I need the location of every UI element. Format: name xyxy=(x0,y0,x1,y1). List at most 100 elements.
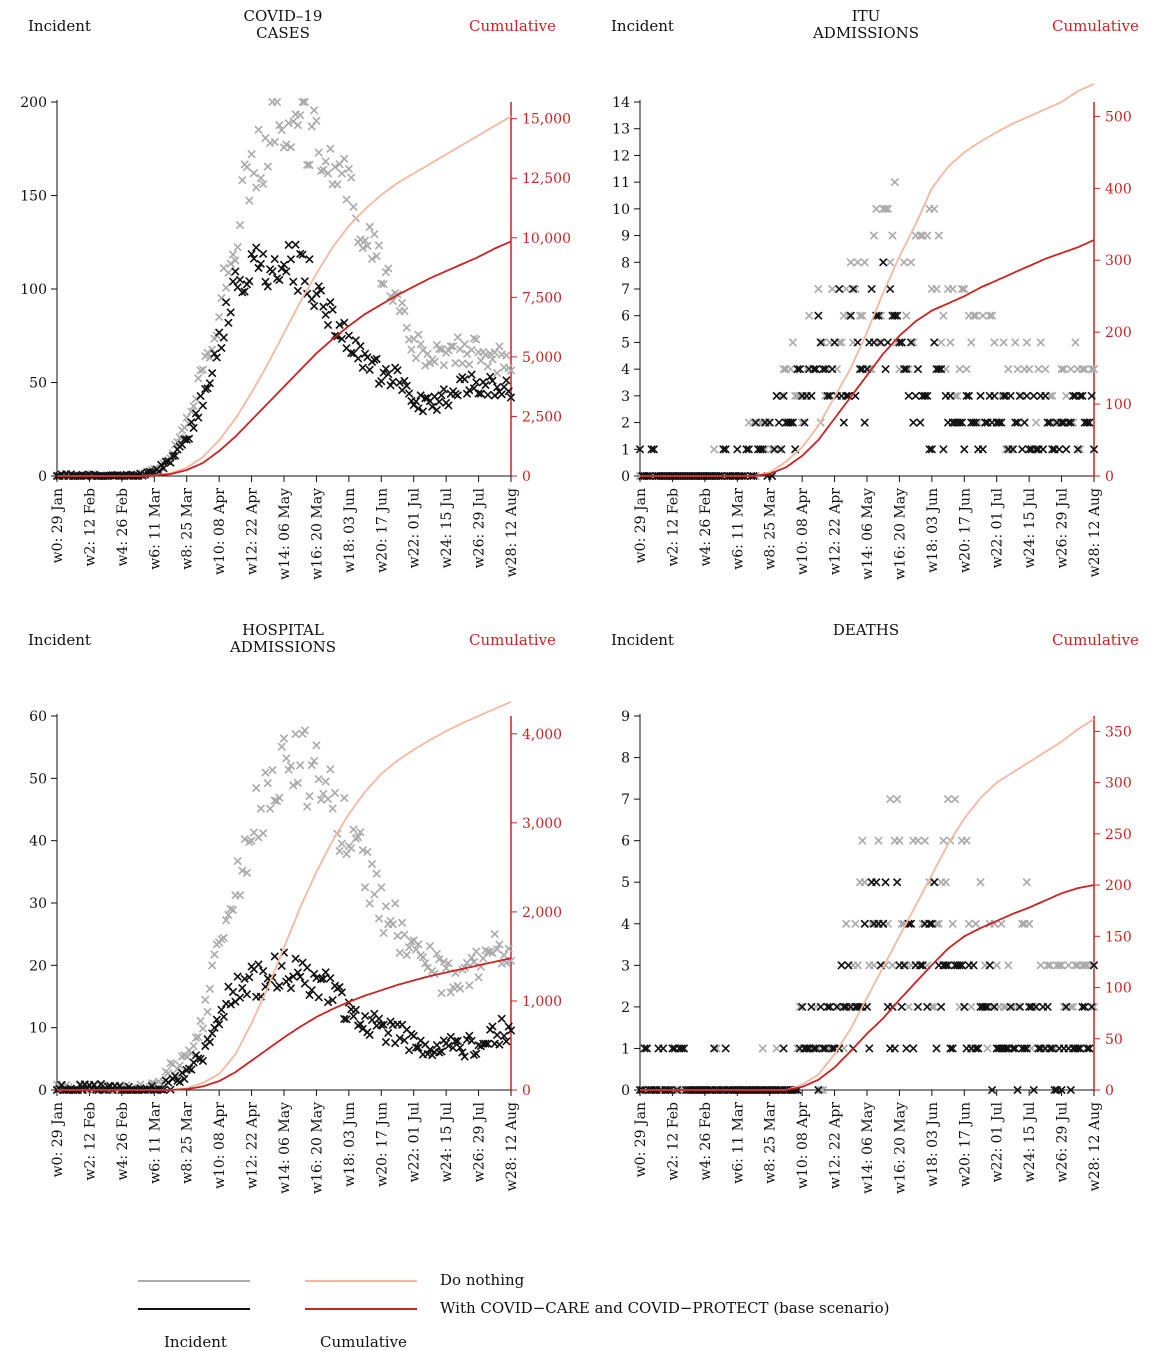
incident-marker xyxy=(774,418,784,427)
incident-marker xyxy=(865,1044,874,1053)
incident-marker xyxy=(502,376,511,385)
incident-marker xyxy=(918,919,927,928)
incident-marker xyxy=(455,1043,465,1052)
incident-marker xyxy=(228,905,238,915)
incident-marker xyxy=(381,1037,391,1047)
incident-marker xyxy=(1011,338,1020,347)
incident-marker xyxy=(173,438,182,447)
incident-marker xyxy=(474,389,483,398)
left-y-tick-label: 100 xyxy=(20,282,47,298)
incident-marker xyxy=(788,418,798,427)
incident-marker xyxy=(453,333,462,342)
incident-marker xyxy=(1055,445,1064,454)
left-y-tick-label: 2 xyxy=(621,1000,630,1016)
incident-marker xyxy=(286,143,296,152)
incident-marker xyxy=(1020,1044,1029,1053)
x-tick-label: w26: 29 Jul xyxy=(472,1101,488,1182)
left-axis-heading: Incident xyxy=(611,17,674,35)
x-tick-label: w10: 08 Apr xyxy=(795,488,811,575)
incident-marker xyxy=(263,162,272,171)
chart-title: HOSPITAL ADMISSIONS xyxy=(229,621,337,656)
right-y-tick-label: 2,500 xyxy=(522,409,562,425)
incident-marker xyxy=(964,919,974,928)
incident-marker xyxy=(319,974,328,984)
incident-marker xyxy=(240,834,249,844)
incident-marker xyxy=(888,961,897,970)
incident-marker xyxy=(356,1019,365,1029)
incident-marker xyxy=(1013,1085,1022,1095)
incident-marker xyxy=(962,364,971,374)
incident-marker xyxy=(358,243,367,253)
incident-marker xyxy=(1066,1085,1076,1095)
left-axis-heading: Incident xyxy=(28,631,91,649)
incident-marker xyxy=(425,941,435,951)
incident-marker xyxy=(969,311,978,320)
incident-marker xyxy=(300,277,310,286)
incident-marker xyxy=(1029,391,1038,401)
incident-marker xyxy=(749,418,758,427)
incident-marker xyxy=(879,919,888,928)
incident-marker xyxy=(245,196,254,205)
incident-marker xyxy=(960,445,969,454)
incident-marker xyxy=(349,825,358,834)
incident-marker xyxy=(407,345,416,354)
x-tick-label: w4: 26 Feb xyxy=(698,488,714,567)
incident-marker xyxy=(221,283,231,292)
left-y-tick-label: 20 xyxy=(29,958,47,974)
incident-marker xyxy=(853,338,862,347)
x-tick-label: w28: 12 Aug xyxy=(1087,1102,1103,1191)
incident-marker xyxy=(451,1036,460,1046)
incident-marker xyxy=(837,338,846,347)
incident-marker xyxy=(1048,1044,1057,1053)
incident-marker xyxy=(1004,364,1013,374)
incident-marker xyxy=(1078,391,1087,401)
incident-marker xyxy=(712,1044,721,1053)
incident-marker xyxy=(946,338,955,347)
incident-marker xyxy=(1080,961,1089,970)
incident-marker xyxy=(809,1044,818,1053)
incident-marker xyxy=(309,969,319,979)
incident-marker xyxy=(1034,364,1043,374)
incident-marker xyxy=(1011,1044,1020,1053)
incident-marker xyxy=(828,364,837,374)
incident-marker xyxy=(800,391,809,401)
incident-marker xyxy=(677,1044,686,1053)
incident-marker xyxy=(1043,418,1052,427)
incident-marker xyxy=(337,839,347,848)
incident-marker xyxy=(807,391,816,401)
incident-marker xyxy=(302,802,312,811)
incident-marker xyxy=(642,1044,652,1053)
incident-marker xyxy=(395,1034,404,1043)
incident-marker xyxy=(367,254,377,264)
right-y-tick-label: 400 xyxy=(1105,181,1132,197)
incident-marker xyxy=(800,418,809,427)
incident-marker xyxy=(296,249,305,259)
incident-marker xyxy=(263,779,272,788)
incident-marker xyxy=(340,154,349,163)
incident-marker xyxy=(242,868,252,877)
incident-marker xyxy=(492,945,502,954)
cumulative-line-do-nothing xyxy=(640,83,1095,477)
incident-marker xyxy=(393,366,402,375)
incident-marker xyxy=(170,451,180,460)
incident-marker xyxy=(235,993,245,1002)
incident-marker xyxy=(1073,445,1082,454)
incident-marker xyxy=(1087,391,1096,401)
incident-marker xyxy=(365,222,374,232)
incident-marker xyxy=(1038,445,1048,454)
incident-marker xyxy=(957,418,967,427)
incident-marker xyxy=(235,275,245,284)
x-tick-label: w2: 12 Feb xyxy=(665,1102,681,1181)
incident-marker xyxy=(1085,418,1094,427)
incident-marker xyxy=(258,249,268,259)
legend-line-incident-do-nothing xyxy=(138,1280,250,1282)
incident-marker xyxy=(256,173,266,183)
incident-marker xyxy=(872,204,881,214)
incident-marker xyxy=(198,401,208,410)
right-y-tick-label: 100 xyxy=(1105,981,1132,997)
incident-marker xyxy=(258,179,268,189)
incident-marker xyxy=(414,404,423,413)
incident-marker xyxy=(1024,1002,1034,1012)
incident-marker xyxy=(971,919,981,928)
incident-marker xyxy=(997,418,1006,427)
